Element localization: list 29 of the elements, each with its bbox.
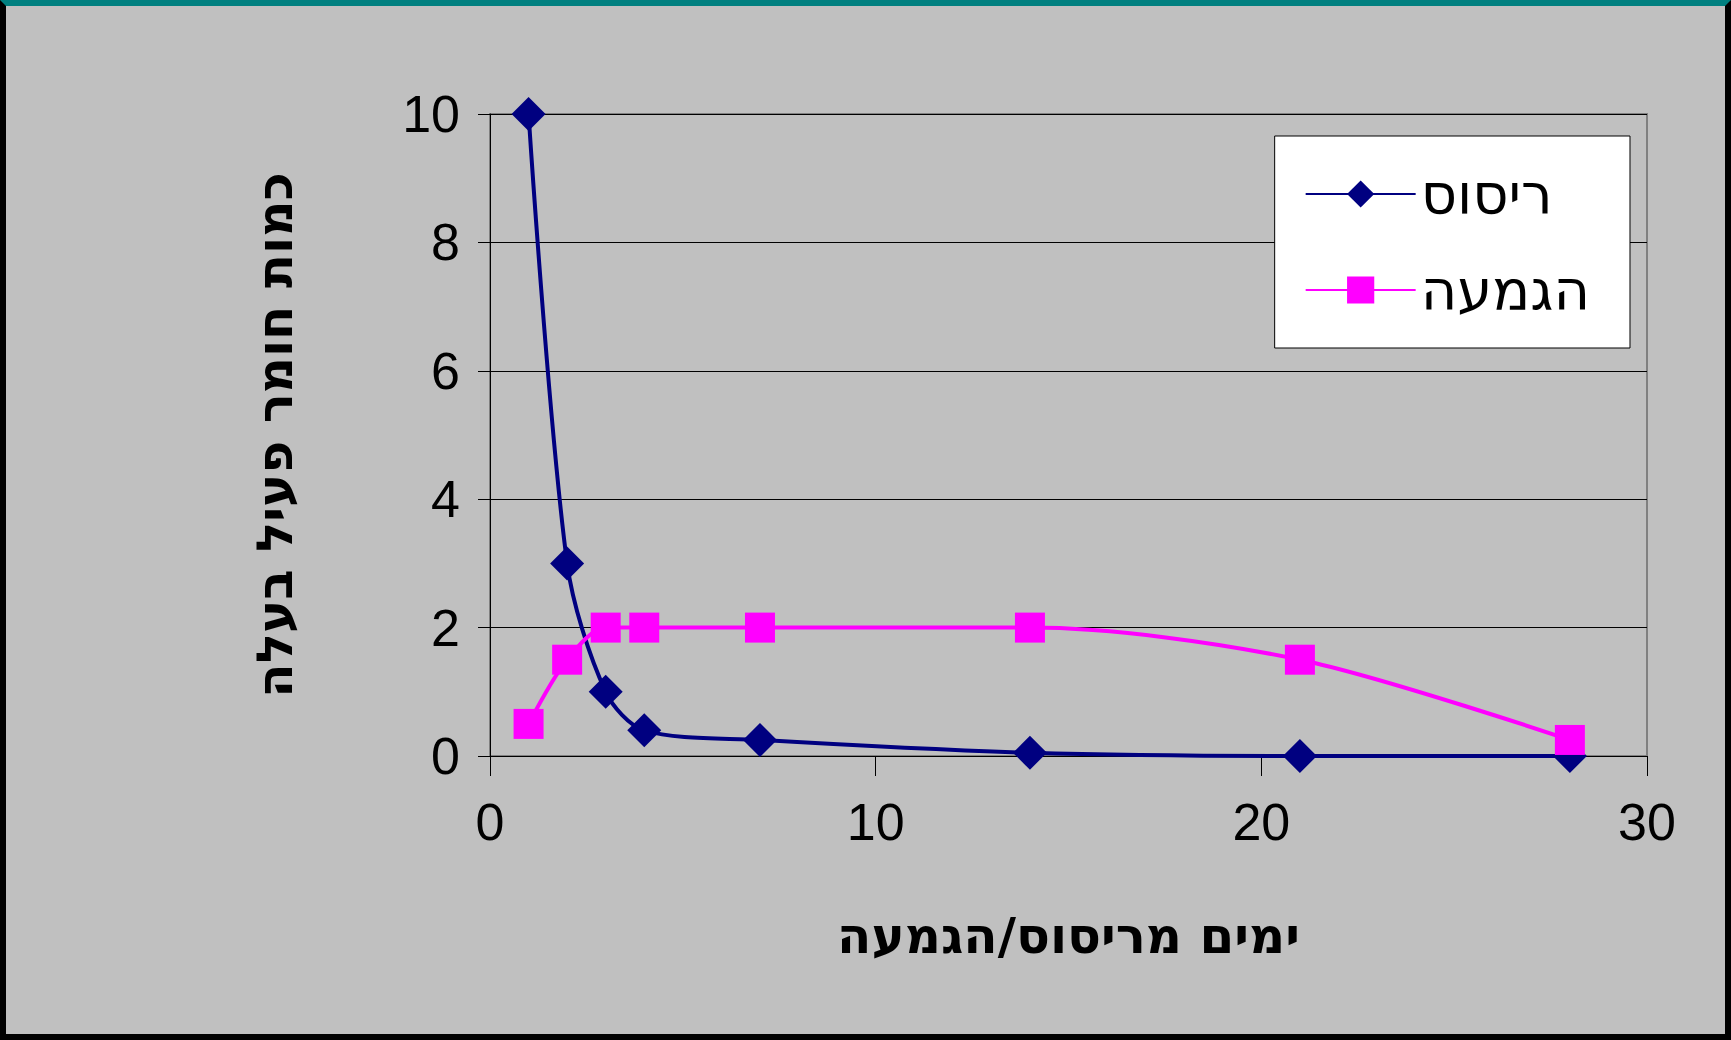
y-tick-label: 6 [431, 341, 460, 400]
y-tick-label: 10 [402, 85, 460, 143]
point [550, 546, 585, 581]
x-tick-label: 10 [846, 793, 905, 851]
point [552, 644, 583, 675]
point [513, 708, 544, 739]
point [744, 612, 775, 643]
point [588, 674, 623, 709]
point [1014, 612, 1045, 643]
y-tick-label: 2 [431, 598, 460, 657]
point [1012, 735, 1047, 770]
point [1284, 644, 1315, 675]
point [629, 612, 660, 643]
x-tick-label: 0 [475, 793, 505, 851]
point [627, 713, 662, 748]
point [590, 612, 621, 643]
point [1282, 739, 1317, 773]
x-tick-label: 20 [1232, 793, 1291, 851]
legend-label: ריסוס [1420, 161, 1553, 227]
y-axis-title: כמות חומר פעיל בעלה [246, 172, 304, 698]
x-tick-label: 30 [1618, 793, 1676, 851]
point [1554, 724, 1585, 755]
legend-label: הגמעה [1420, 257, 1590, 323]
y-tick-label: 0 [431, 727, 460, 785]
y-tick-label: 4 [431, 470, 460, 529]
point [742, 722, 777, 757]
y-tick-label: 8 [431, 213, 460, 272]
x-axis-title: ימים מריסוס/הגמעה [837, 907, 1300, 965]
point [511, 97, 546, 131]
